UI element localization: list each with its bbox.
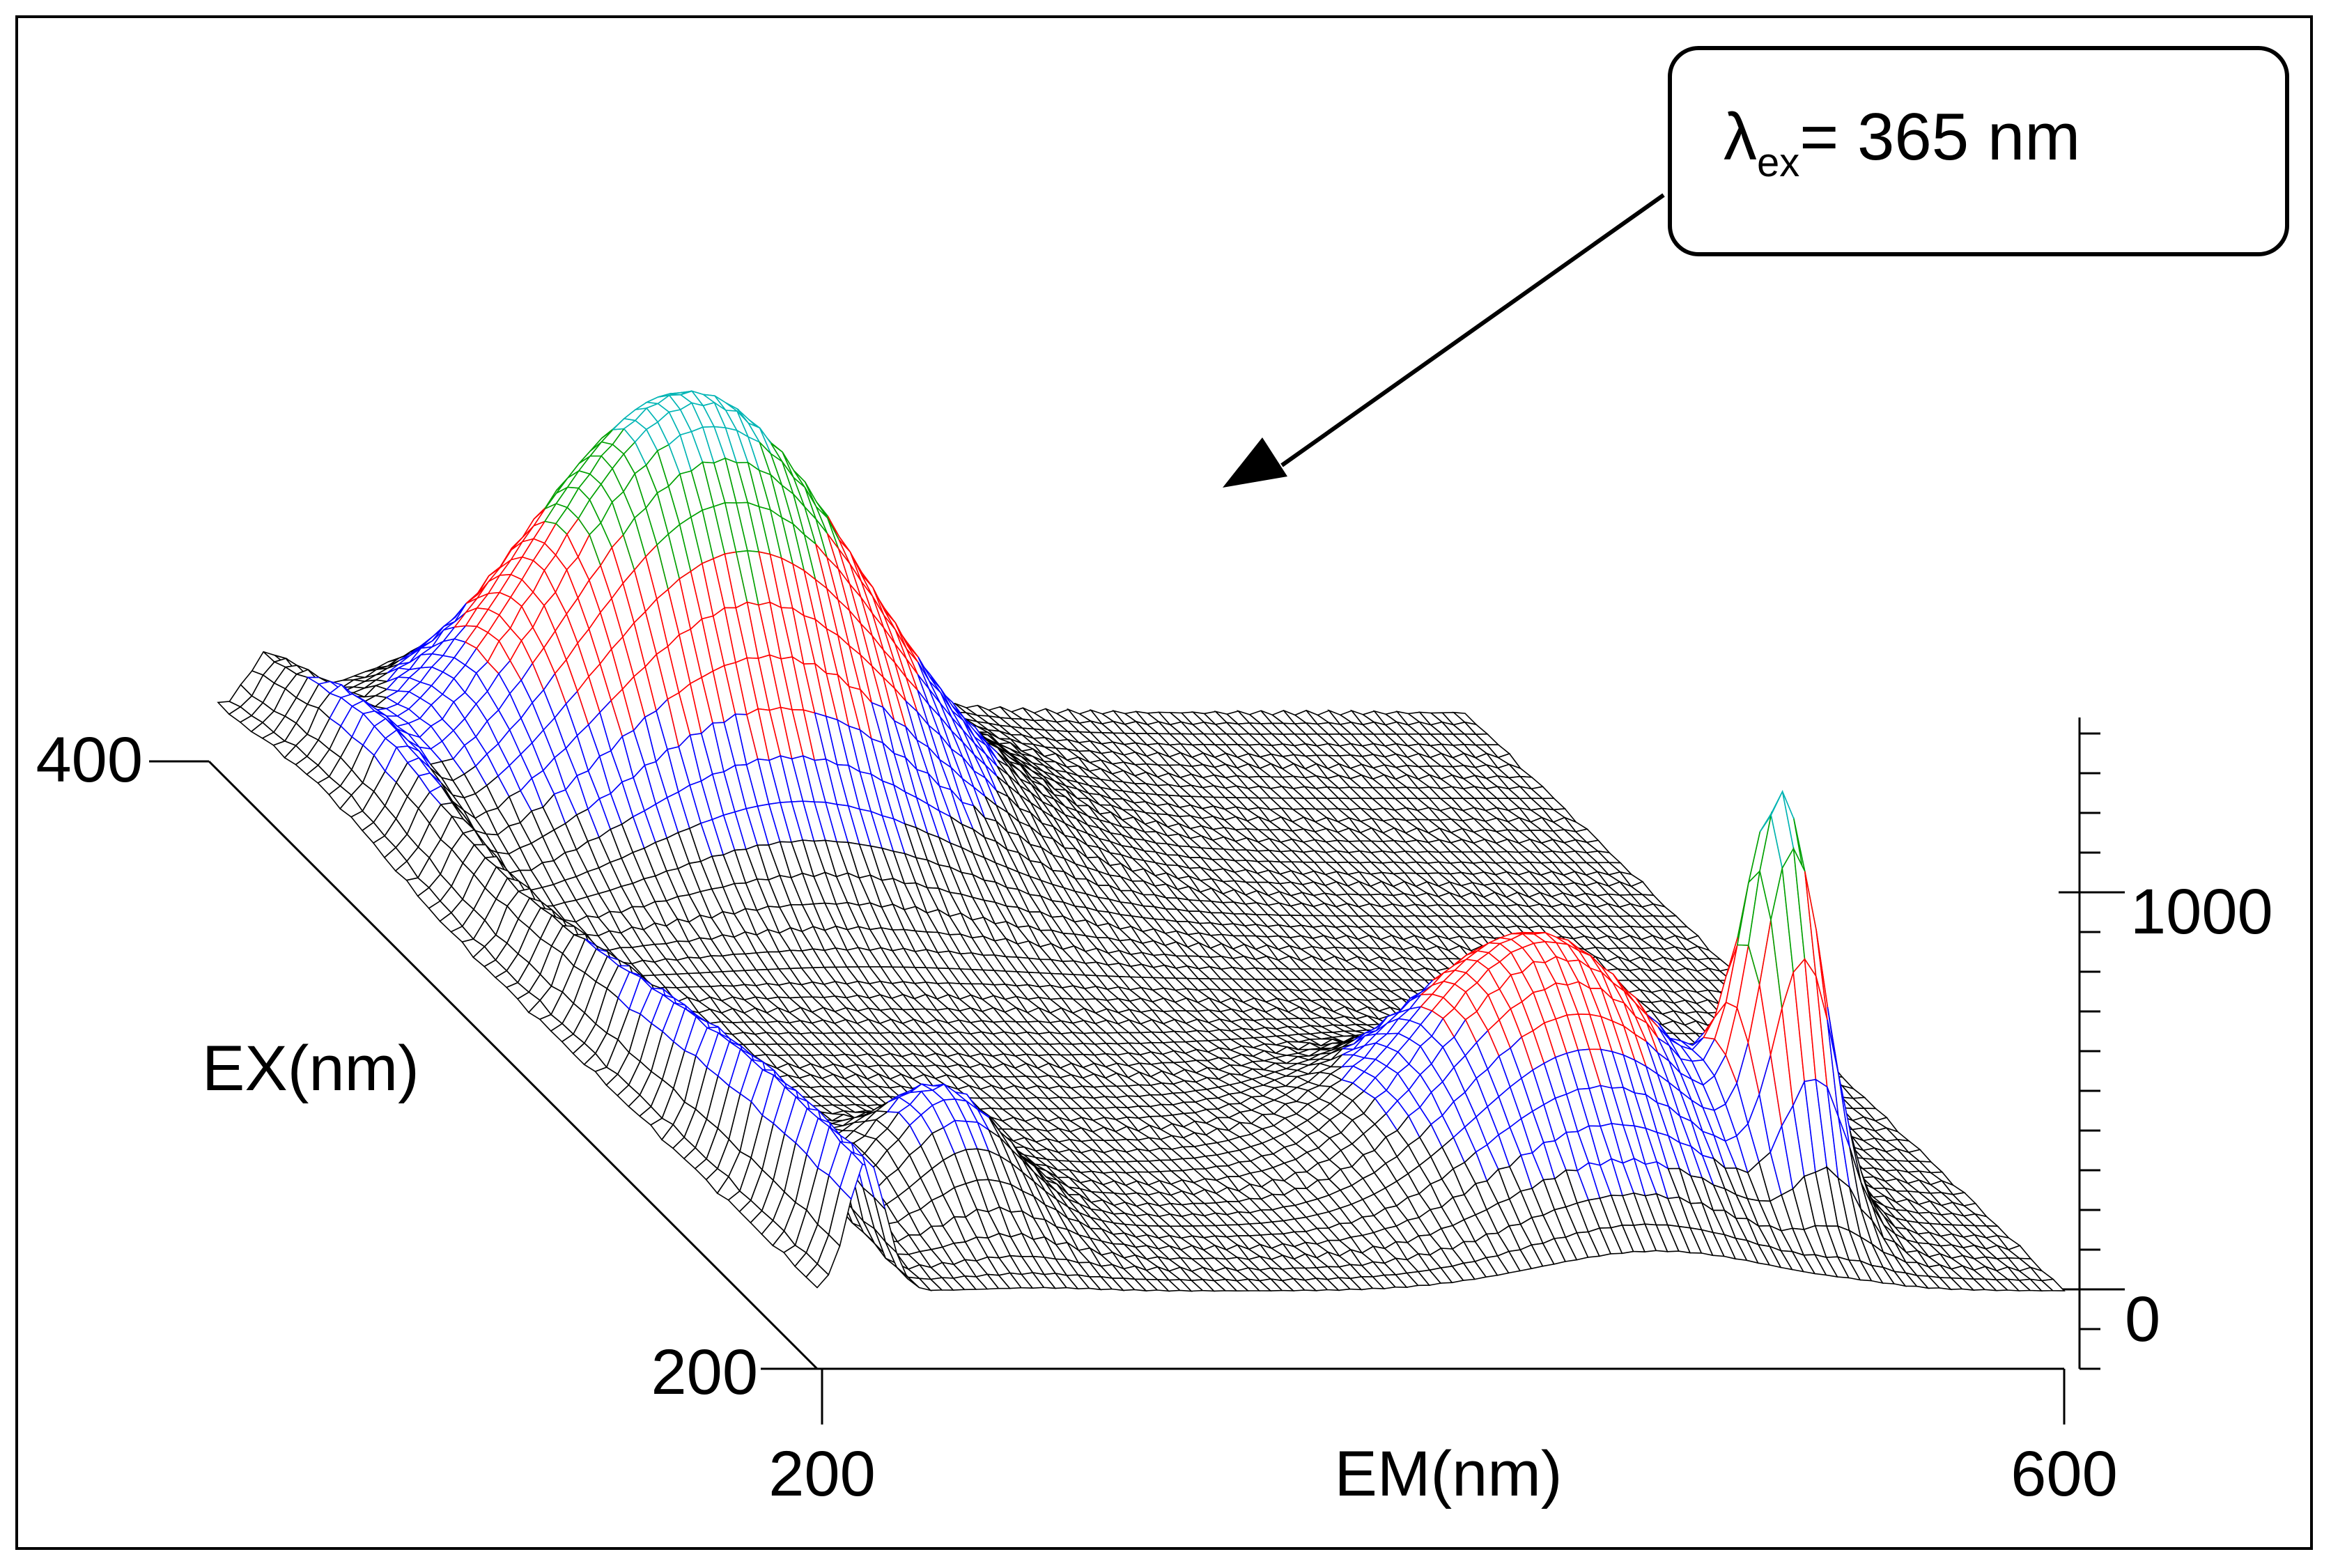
figure-frame: [15, 15, 2313, 1550]
z-minor-ticks: [2059, 732, 2125, 1370]
ex-axis-line: [208, 760, 819, 1370]
axes-group: [149, 717, 2125, 1425]
surface-mesh: [217, 390, 2066, 1292]
